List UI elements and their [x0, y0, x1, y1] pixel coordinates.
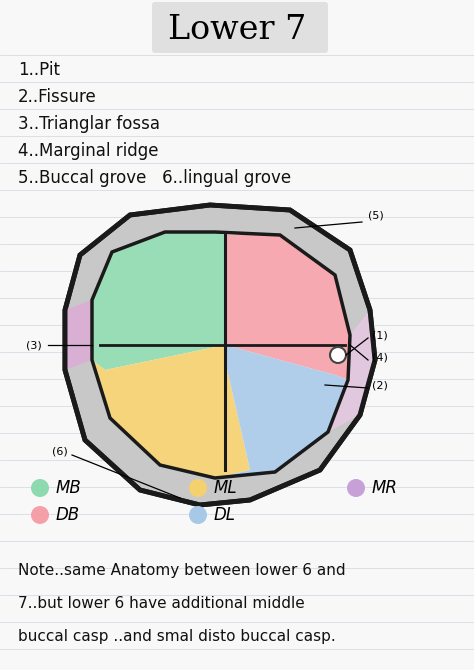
Text: (5): (5): [368, 210, 384, 220]
Polygon shape: [215, 345, 348, 478]
Text: buccal casp ..and smal disto buccal casp.: buccal casp ..and smal disto buccal casp…: [18, 628, 336, 643]
Text: (6): (6): [52, 447, 68, 457]
Polygon shape: [92, 345, 250, 478]
Circle shape: [189, 506, 207, 524]
Text: MR: MR: [372, 479, 398, 497]
Text: (4): (4): [372, 352, 388, 362]
Text: MB: MB: [56, 479, 82, 497]
Text: ML: ML: [214, 479, 237, 497]
Polygon shape: [65, 300, 92, 370]
FancyBboxPatch shape: [152, 2, 328, 53]
Text: 7..but lower 6 have additional middle: 7..but lower 6 have additional middle: [18, 596, 305, 610]
Text: 5..Buccal grove   6..lingual grove: 5..Buccal grove 6..lingual grove: [18, 169, 291, 187]
Circle shape: [31, 479, 49, 497]
Text: 2..Fissure: 2..Fissure: [18, 88, 97, 106]
Text: 4..Marginal ridge: 4..Marginal ridge: [18, 142, 158, 160]
Polygon shape: [92, 232, 225, 370]
Text: (1): (1): [372, 330, 388, 340]
Polygon shape: [65, 205, 375, 505]
Text: (2): (2): [372, 380, 388, 390]
Circle shape: [347, 479, 365, 497]
Text: DB: DB: [56, 506, 80, 524]
Polygon shape: [328, 310, 375, 432]
Polygon shape: [225, 235, 350, 380]
Text: (3): (3): [26, 340, 42, 350]
Text: 3..Trianglar fossa: 3..Trianglar fossa: [18, 115, 160, 133]
Text: Note..same Anatomy between lower 6 and: Note..same Anatomy between lower 6 and: [18, 563, 346, 578]
Circle shape: [189, 479, 207, 497]
Circle shape: [330, 347, 346, 363]
Text: 1..Pit: 1..Pit: [18, 61, 60, 79]
Polygon shape: [92, 232, 350, 478]
Circle shape: [31, 506, 49, 524]
Text: DL: DL: [214, 506, 236, 524]
Text: Lower 7: Lower 7: [168, 14, 306, 46]
